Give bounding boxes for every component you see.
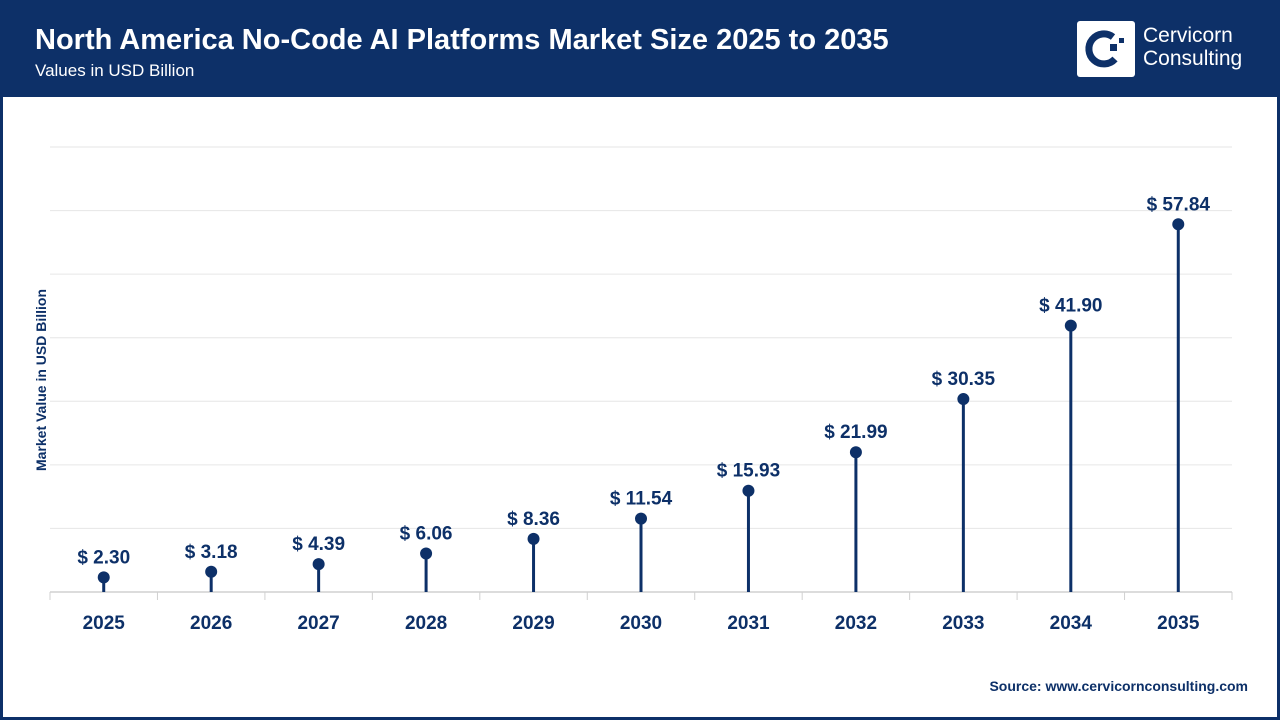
data-point [1064,319,1077,332]
x-tick-label: 2026 [190,613,232,634]
data-point [97,571,110,584]
x-tick-label: 2031 [727,613,770,634]
x-tick-label: 2028 [405,613,447,634]
data-label: $ 30.35 [932,369,996,390]
data-label: $ 4.39 [292,534,345,555]
x-tick-label: 2035 [1157,613,1200,634]
data-point [527,532,540,545]
x-tick-label: 2033 [942,613,984,634]
data-label: $ 57.84 [1147,194,1211,215]
header-banner: North America No-Code AI Platforms Marke… [0,0,1280,97]
x-tick-label: 2027 [297,613,339,634]
logo-line1: Cervicorn [1143,24,1233,47]
data-label: $ 21.99 [824,422,887,443]
source-text: Source: www.cervicornconsulting.com [989,678,1248,694]
data-point [420,547,433,560]
data-label: $ 2.30 [77,547,130,568]
logo-text: Cervicorn Consulting [1143,24,1242,70]
x-tick-label: 2029 [512,613,554,634]
cervicorn-logo-icon [1077,21,1135,77]
x-tick-label: 2025 [83,613,126,634]
data-point [849,446,862,459]
data-label: $ 3.18 [185,542,238,563]
x-tick-label: 2032 [835,613,877,634]
data-label: $ 8.36 [507,509,560,530]
data-point [205,565,218,578]
data-point [312,558,325,571]
data-label: $ 6.06 [400,523,453,544]
data-point [1172,218,1185,231]
chart-title: North America No-Code AI Platforms Marke… [35,24,889,56]
data-label: $ 41.90 [1039,296,1102,317]
logo-line2: Consulting [1143,47,1243,70]
x-tick-label: 2034 [1050,613,1093,634]
data-label: $ 11.54 [610,489,673,510]
chart-subtitle: Values in USD Billion [35,61,195,80]
data-label: $ 15.93 [717,461,780,482]
data-point [742,484,755,497]
data-point [957,393,970,406]
x-tick-label: 2030 [620,613,662,634]
data-point [635,512,647,525]
